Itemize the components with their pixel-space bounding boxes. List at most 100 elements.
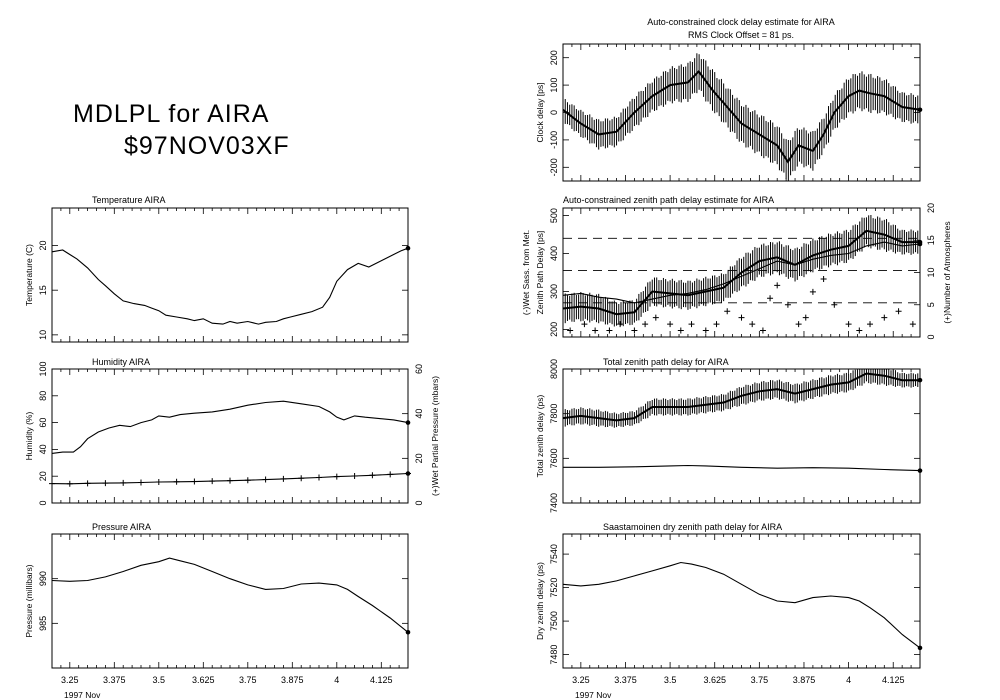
zenith-y-tick-label: 500 (549, 208, 559, 223)
humidity-y-tick-label: 40 (38, 444, 48, 454)
temperature-title: Temperature AIRA (92, 195, 166, 205)
pressure-series-1-line (51, 557, 409, 633)
pressure-x-tick-label: 3.25 (61, 675, 79, 685)
humidity-series-2-marker (66, 480, 73, 487)
humidity-series-2-marker (316, 474, 322, 481)
humidity-y-axis-label: Humidity (%) (24, 412, 34, 461)
zenith-atmosphere-marker (581, 321, 588, 328)
zenith-atmosphere-marker (631, 327, 638, 334)
zenith-atmosphere-marker (881, 314, 888, 321)
humidity-series-2-marker (262, 476, 269, 483)
zenith-atmosphere-marker (774, 282, 781, 289)
zenith-atmosphere-marker (724, 308, 731, 315)
zenith-atmosphere-marker (713, 321, 720, 328)
humidity-series-2-marker (387, 471, 394, 478)
clock-y-tick-label: -100 (549, 131, 559, 149)
total-series-1-error-bars (562, 369, 921, 428)
clock-y-tick-label: 100 (549, 78, 559, 93)
pressure-x-tick-label: 3.75 (239, 675, 257, 685)
zenith-atmosphere-marker (784, 301, 791, 308)
zenith-atmosphere-marker (652, 314, 659, 321)
humidity-y2-tick-label: 0 (414, 500, 424, 505)
humidity-y-tick-label: 100 (38, 361, 48, 376)
clock-subtitle: RMS Clock Offset = 81 ps. (688, 30, 794, 40)
zenith-y-axis-label-2: (-)Wet Sass. from Met. (521, 230, 531, 315)
clock-series-1-end-marker (917, 107, 923, 113)
figure-title-line1: MDLPL for AIRA (73, 100, 269, 128)
zenith-atmosphere-marker (795, 321, 802, 328)
clock-series-1-error-bars (562, 53, 921, 181)
dry-y-tick-label: 7500 (549, 611, 559, 631)
zenith-atmosphere-marker (606, 327, 613, 334)
clock-title: Auto-constrained clock delay estimate fo… (647, 17, 835, 27)
zenith-atmosphere-marker (702, 327, 709, 334)
zenith-series-2-end-marker (917, 241, 923, 247)
temperature-y-tick-label: 15 (38, 285, 48, 295)
zenith-atmosphere-marker (831, 301, 838, 308)
dry-series-1-line (562, 561, 921, 649)
pressure-x-tick-label: 3.625 (192, 675, 215, 685)
humidity-series-1-line (51, 400, 409, 454)
humidity-series-2-marker (155, 479, 162, 486)
zenith-atmosphere-marker (738, 314, 745, 321)
total-series-1-end-marker (917, 377, 923, 383)
humidity-y-tick-label: 0 (38, 500, 48, 505)
zenith-atmosphere-marker (749, 321, 756, 328)
zenith-y-tick-label: 400 (549, 246, 559, 261)
zenith-y-axis-label: Zenith Path Delay [ps] (535, 231, 545, 315)
temperature-series-1-end-marker (405, 245, 411, 251)
dry-title: Saastamoinen dry zenith path delay for A… (603, 522, 782, 532)
temperature-series-1-line (51, 247, 409, 325)
zenith-series-2-line (562, 241, 921, 304)
total-y-tick-label: 7400 (549, 493, 559, 513)
humidity-y-tick-label: 20 (38, 471, 48, 481)
pressure-title: Pressure AIRA (92, 522, 151, 532)
zenith-atmosphere-marker (809, 288, 816, 295)
dry-series-1-end-marker (917, 645, 923, 651)
clock-y-axis-label: Clock delay [ps] (535, 83, 545, 143)
dry-y-tick-label: 7480 (549, 645, 559, 665)
total-y-axis-label: Total zenith delay (ps) (535, 394, 545, 477)
zenith-atmosphere-marker (895, 308, 902, 315)
humidity-series-2-marker (369, 472, 376, 479)
zenith-atmosphere-marker (592, 327, 599, 334)
zenith-y-tick-label: 300 (549, 284, 559, 299)
dry-plot-frame (562, 533, 921, 669)
pressure-x-tick-label: 3.375 (103, 675, 126, 685)
humidity-y2-tick-label: 60 (414, 364, 424, 374)
humidity-series-2-marker (173, 478, 180, 485)
zenith-atmosphere-marker (909, 321, 916, 328)
humidity-y-tick-label: 80 (38, 391, 48, 401)
temperature-y-tick-label: 20 (38, 241, 48, 251)
zenith-y-tick-label: 200 (549, 322, 559, 337)
zenith-atmosphere-marker (642, 321, 649, 328)
humidity-y2-tick-label: 20 (414, 453, 424, 463)
zenith-atmosphere-marker (856, 327, 863, 334)
zenith-atmosphere-marker (820, 275, 827, 282)
clock-y-tick-label: 0 (549, 110, 559, 115)
total-y-tick-label: 8000 (549, 359, 559, 379)
zenith-y2-tick-label: 10 (926, 267, 936, 277)
dry-x-tick-label: 3.5 (664, 675, 677, 685)
zenith-y2-tick-label: 0 (926, 334, 936, 339)
humidity-series-2-marker (191, 478, 198, 485)
humidity-series-2-marker (333, 473, 340, 480)
humidity-title: Humidity AIRA (92, 357, 150, 367)
humidity-series-2-marker (351, 472, 358, 479)
dry-x-axis-label: 1997 Nov (575, 690, 612, 700)
total-series-2-line (563, 464, 921, 472)
dry-x-tick-label: 3.375 (614, 675, 637, 685)
dry-x-tick-label: 3.875 (793, 675, 816, 685)
total-y-tick-label: 7600 (549, 448, 559, 468)
zenith-atmosphere-marker (617, 321, 624, 328)
temperature-y-axis-label: Temperature (C) (24, 244, 34, 306)
total-y-tick-label: 7800 (549, 404, 559, 424)
humidity-series-2-marker (138, 479, 144, 486)
humidity-y-tick-label: 60 (38, 418, 48, 428)
humidity-series-2-marker (84, 480, 91, 487)
total-series-1-line (562, 372, 920, 422)
total-series-2-end-marker (917, 468, 923, 473)
humidity-series-2-marker (102, 480, 109, 487)
zenith-atmosphere-marker (688, 321, 695, 328)
humidity-series-2-marker (244, 477, 251, 484)
